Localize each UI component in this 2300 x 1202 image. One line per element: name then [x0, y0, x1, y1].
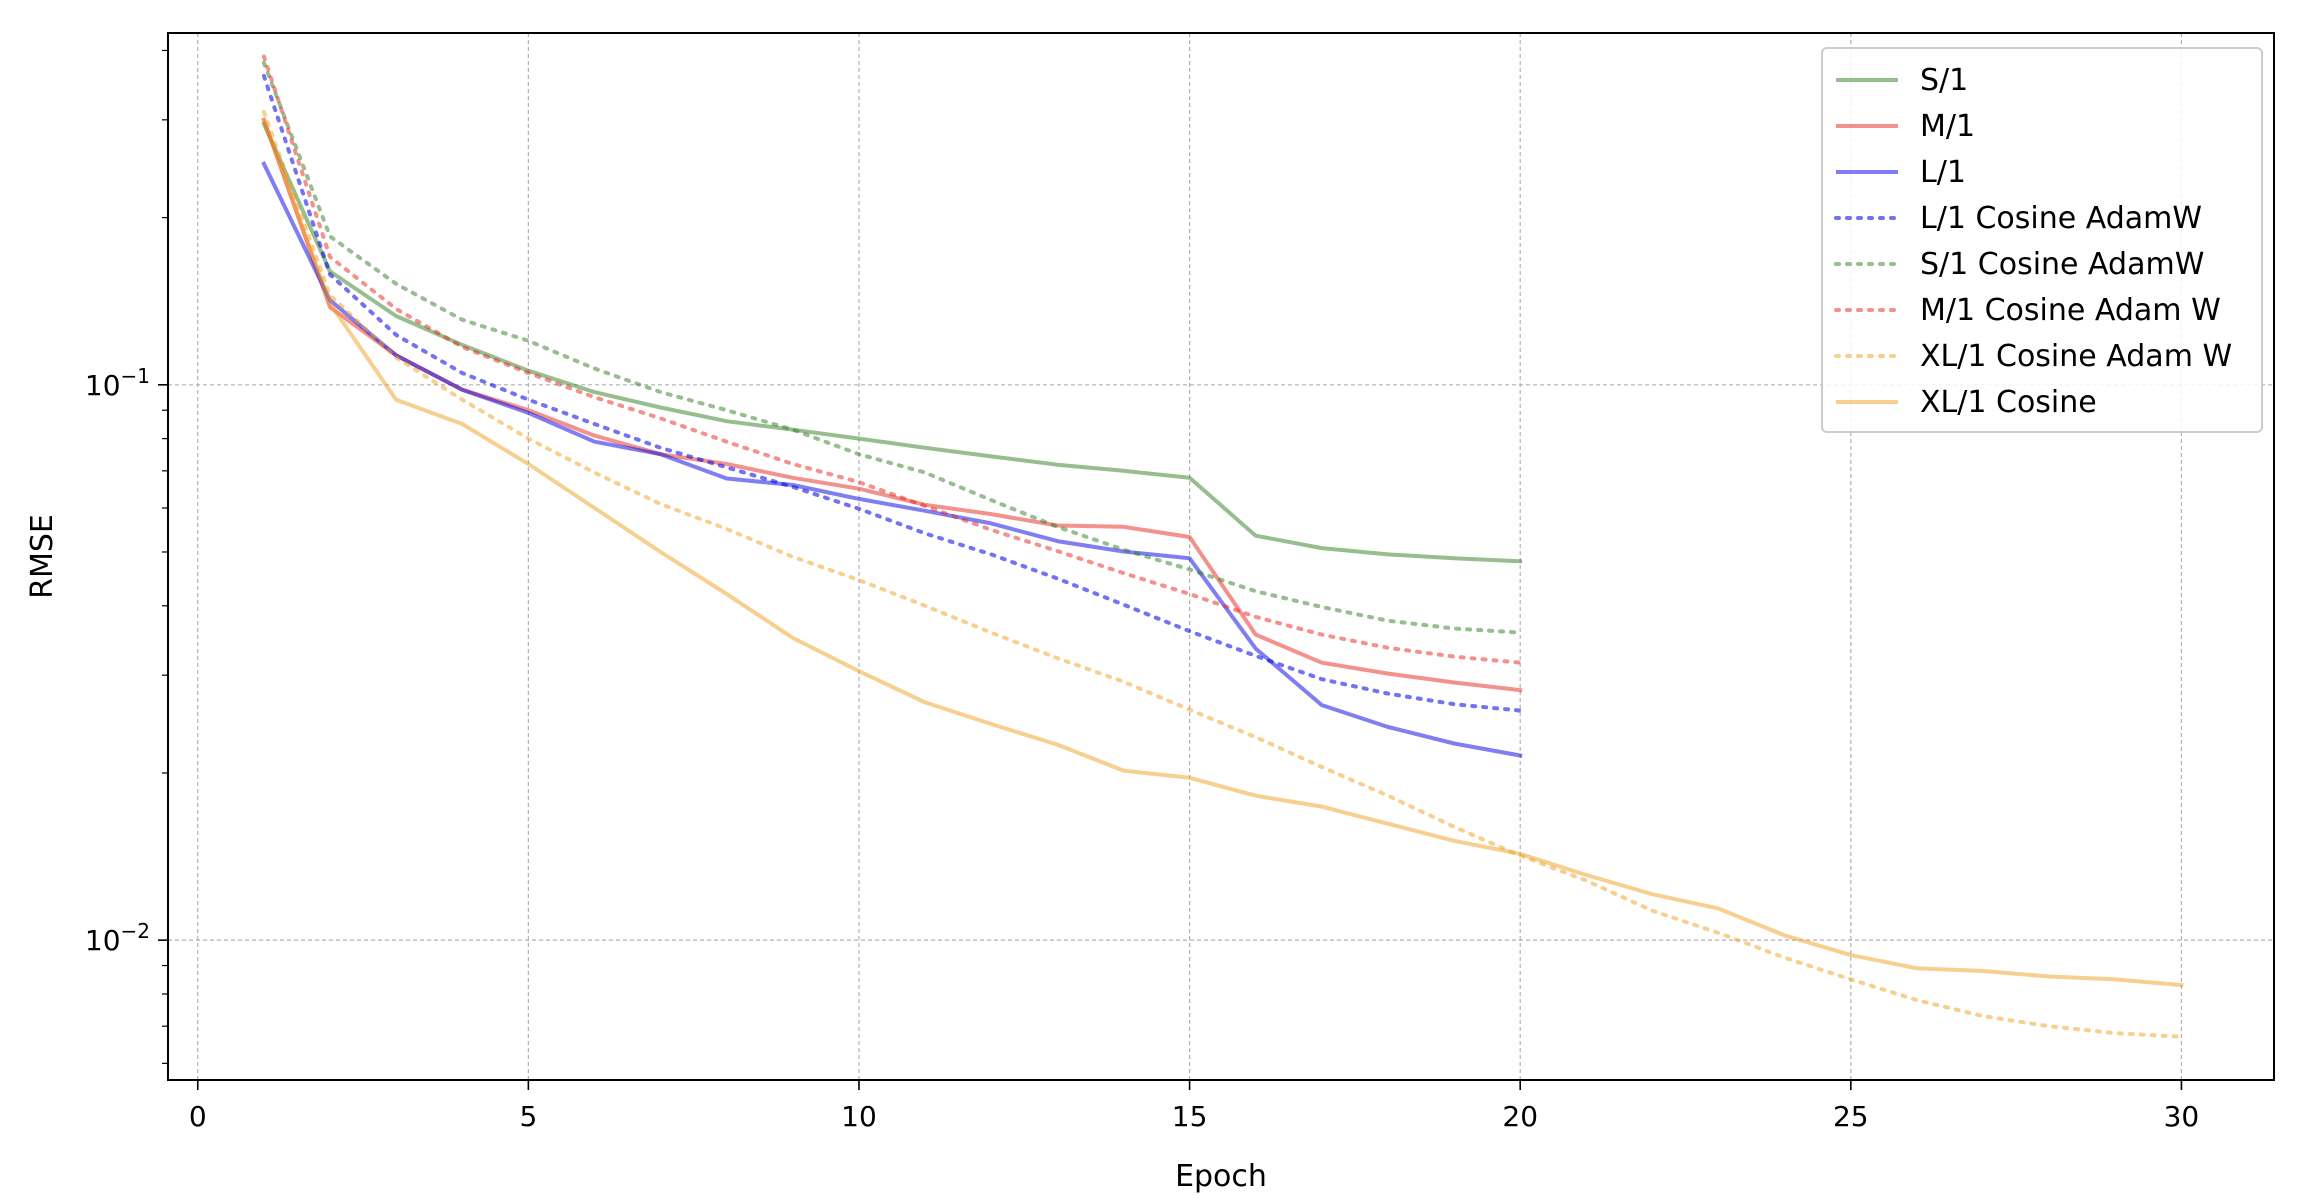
legend-entry-label: L/1 Cosine AdamW	[1920, 201, 2202, 236]
grid-lines	[168, 33, 2274, 1080]
legend-entry-label: M/1 Cosine Adam W	[1920, 293, 2221, 328]
x-tick-label: 15	[1172, 1100, 1208, 1133]
legend-entry-label: XL/1 Cosine Adam W	[1920, 339, 2232, 374]
legend-entry-label: S/1 Cosine AdamW	[1920, 247, 2204, 282]
series-line-l-1	[261, 161, 1523, 758]
legend-box	[1821, 47, 2263, 433]
legend-entry-label: S/1	[1920, 63, 1968, 98]
series-lines	[261, 54, 2184, 1039]
series-line-s-1	[261, 121, 1523, 564]
legend-entry-label: M/1	[1920, 109, 1975, 144]
series-line-xl-1-cosine-adam-w	[261, 109, 2184, 1039]
x-tick-label: 5	[519, 1100, 537, 1133]
legend: S/1 M/1 L/1 L/1 Cosine AdamW S/1 Cosine Adam…	[1821, 47, 2263, 433]
x-tick-label: 0	[189, 1100, 207, 1133]
x-tick-label: 20	[1502, 1100, 1538, 1133]
series-line-m-1-cosine-adam-w	[261, 54, 1523, 665]
x-tick-label: 25	[1833, 1100, 1869, 1133]
legend-entry-label: XL/1 Cosine	[1920, 385, 2097, 420]
x-axis-label: Epoch	[1175, 1159, 1267, 1194]
y-axis-label: RMSE	[25, 514, 60, 599]
y-tick-label: 10−1	[85, 364, 150, 402]
x-tick-label: 10	[841, 1100, 877, 1133]
y-axis-ticks: 10−1 10−2	[85, 49, 168, 1064]
y-tick-label: 10−2	[85, 919, 150, 957]
series-line-l-1-cosine-adamw	[261, 73, 1523, 713]
x-axis-ticks: 0 5 10 15 20 25 30	[189, 1080, 2199, 1133]
x-tick-label: 30	[2164, 1100, 2200, 1133]
series-line-xl-1-cosine	[261, 117, 2184, 988]
plot-area-frame	[167, 32, 2275, 1081]
legend-entry-label: L/1	[1920, 155, 1966, 190]
series-line-s-1-cosine-adamw	[261, 60, 1523, 635]
